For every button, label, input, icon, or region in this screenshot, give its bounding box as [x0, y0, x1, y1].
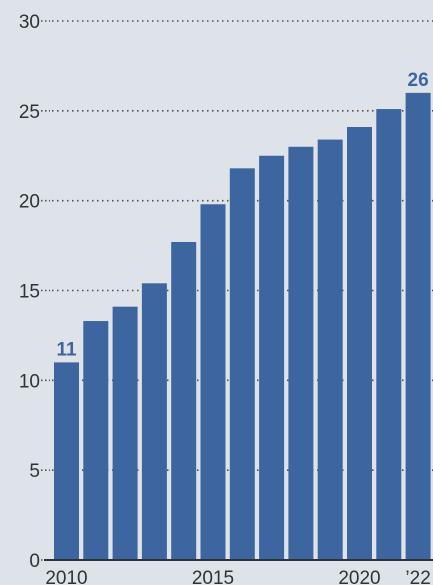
data-label-2010: 11: [56, 339, 77, 360]
y-tick-label-25: 25: [19, 102, 40, 123]
x-tick-label-2022: ’22: [405, 568, 430, 585]
x-tick-label-2015: 2015: [192, 568, 234, 585]
x-tick-label-2020: 2020: [338, 568, 380, 585]
y-tick-label-15: 15: [19, 282, 40, 303]
bar-2014: [171, 241, 197, 561]
bar-2019: [317, 139, 343, 560]
y-tick-label-10: 10: [19, 371, 40, 392]
bar-2012: [112, 306, 138, 560]
x-tick-label-2010: 2010: [45, 568, 87, 585]
bar-2017: [259, 155, 285, 560]
data-label-2022: 26: [408, 70, 429, 91]
y-tick-label-0: 0: [29, 551, 40, 572]
bar-series: [54, 92, 431, 561]
x-axis-ticks: 2010 2015 2020 ’22: [45, 568, 430, 585]
bar-2016: [229, 168, 255, 560]
y-tick-label-5: 5: [29, 461, 40, 482]
bar-2010: [54, 362, 79, 560]
bar-2013: [141, 283, 167, 560]
bar-2018: [288, 146, 314, 560]
bar-2021: [376, 109, 402, 560]
bar-2020: [347, 127, 372, 561]
bar-2022: [405, 92, 431, 560]
y-tick-label-20: 20: [19, 192, 40, 213]
data-labels: 11 26: [56, 70, 428, 361]
y-axis-ticks: 0 5 10 15 20 25 30: [19, 12, 50, 572]
bar-2011: [83, 321, 109, 560]
y-tick-label-30: 30: [19, 12, 40, 33]
bar-2015: [200, 204, 226, 560]
